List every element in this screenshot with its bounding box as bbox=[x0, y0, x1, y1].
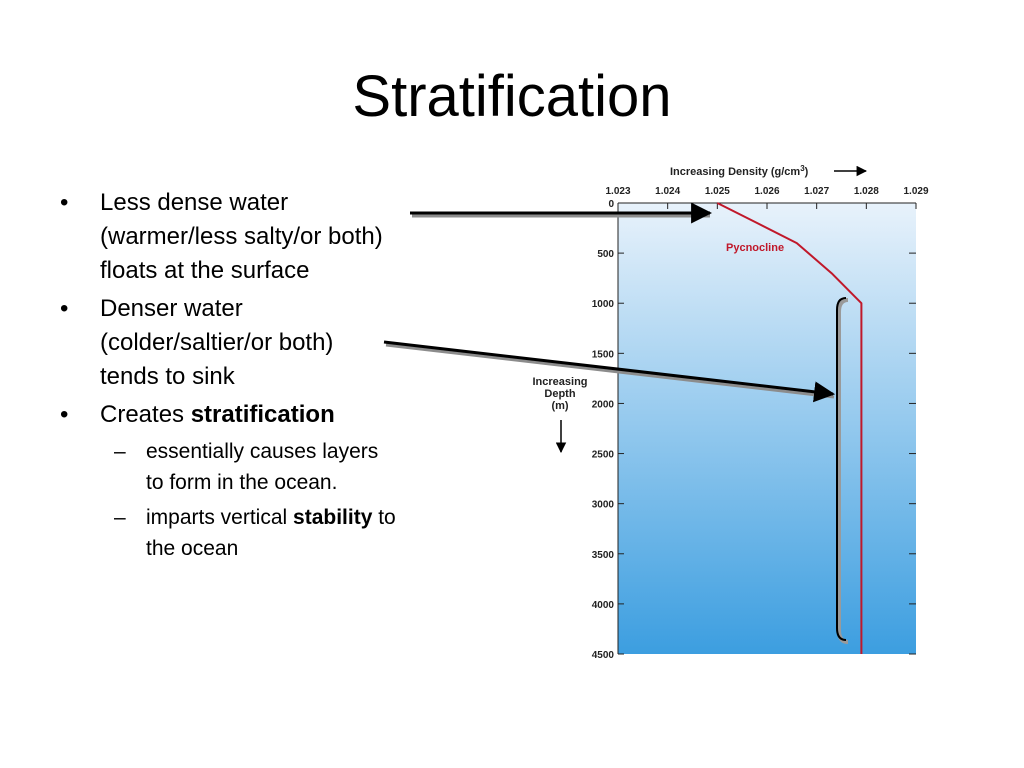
pycnocline-label: Pycnocline bbox=[726, 242, 784, 254]
bullet-bold-text: stratification bbox=[190, 401, 335, 428]
bullet-line: Denser water bbox=[100, 295, 243, 322]
sub-bullet-line: to form in the ocean. bbox=[146, 471, 338, 494]
deep-layer-bracket bbox=[836, 297, 847, 641]
bullet-item: • Less dense water (warmer/less salty/or… bbox=[58, 186, 458, 288]
bullet-line: tends to sink bbox=[100, 363, 235, 390]
sub-bullet-line: imparts vertical stability to bbox=[146, 502, 458, 533]
y-tick-label: 2000 bbox=[592, 399, 615, 410]
bullet-line: Creates stratification bbox=[100, 398, 458, 432]
x-axis-title-superscript: 3 bbox=[800, 164, 805, 173]
x-axis-title-text: Increasing Density (g/cm bbox=[670, 166, 800, 178]
y-tick-label: 500 bbox=[597, 249, 614, 260]
x-tick-label: 1.026 bbox=[754, 186, 779, 197]
sub-bullet-item: – essentially causes layers to form in t… bbox=[100, 436, 458, 498]
y-tick-label: 1500 bbox=[592, 349, 615, 360]
x-tick-label: 1.025 bbox=[705, 186, 730, 197]
bullet-symbol: • bbox=[60, 295, 69, 322]
density-profile-curve bbox=[716, 202, 863, 654]
slide-title: Stratification bbox=[352, 64, 672, 129]
bullet-item: • Creates stratification – essentially c… bbox=[58, 398, 458, 564]
y-tick-label: 2500 bbox=[592, 450, 615, 461]
bullet-line: Less dense water bbox=[100, 189, 289, 216]
y-tick-label: 4500 bbox=[592, 650, 615, 661]
sub-bullet-text: imparts vertical bbox=[146, 506, 294, 529]
y-axis-ticks: 0 500 1000 1500 2000 2500 3000 3500 4000 4500 bbox=[592, 199, 916, 661]
depth-arrow-shadow bbox=[385, 343, 835, 399]
y-tick-label: 1000 bbox=[592, 299, 615, 310]
deep-layer-bracket-shadow bbox=[837, 298, 849, 644]
sub-bullet-line: essentially causes layers bbox=[146, 440, 379, 463]
sub-bullet-line: the ocean bbox=[146, 537, 239, 560]
bullet-list: • Less dense water (warmer/less salty/or… bbox=[58, 186, 458, 568]
y-axis-title-line: Depth bbox=[544, 388, 575, 400]
x-tick-label: 1.024 bbox=[655, 186, 680, 197]
dash-symbol: – bbox=[114, 440, 126, 463]
x-tick-label: 1.023 bbox=[605, 186, 630, 197]
y-tick-label: 0 bbox=[608, 199, 614, 210]
y-tick-label: 4000 bbox=[592, 600, 615, 611]
water-column bbox=[618, 203, 916, 654]
sub-bullet-text: to bbox=[372, 506, 396, 529]
x-tick-label: 1.029 bbox=[903, 186, 928, 197]
y-axis-title-line: Increasing bbox=[532, 376, 587, 388]
bullet-text: Creates bbox=[100, 401, 191, 428]
x-axis-title-close: ) bbox=[805, 166, 809, 178]
dash-symbol: – bbox=[114, 506, 126, 529]
y-axis-title-line: (m) bbox=[551, 400, 568, 412]
depth-arrow bbox=[383, 340, 836, 403]
bullet-line: (colder/saltier/or both) bbox=[100, 329, 334, 356]
sub-bullet-bold-text: stability bbox=[293, 506, 373, 529]
x-axis-ticks: 1.023 1.024 1.025 1.026 1.027 1.028 1.029 bbox=[605, 186, 929, 209]
sub-bullet-list: – essentially causes layers to form in t… bbox=[100, 436, 458, 564]
bullet-line: floats at the surface bbox=[100, 257, 310, 284]
x-tick-label: 1.027 bbox=[804, 186, 829, 197]
y-tick-label: 3500 bbox=[592, 550, 615, 561]
bullet-item: • Denser water (colder/saltier/or both) … bbox=[58, 292, 458, 394]
x-axis-title: Increasing Density (g/cm3) bbox=[670, 164, 809, 178]
bullet-line: (warmer/less salty/or both) bbox=[100, 223, 383, 250]
x-tick-label: 1.028 bbox=[854, 186, 879, 197]
bullet-symbol: • bbox=[60, 401, 69, 428]
y-tick-label: 3000 bbox=[592, 500, 615, 511]
sub-bullet-item: – imparts vertical stability to the ocea… bbox=[100, 502, 458, 564]
bullet-symbol: • bbox=[60, 189, 69, 216]
